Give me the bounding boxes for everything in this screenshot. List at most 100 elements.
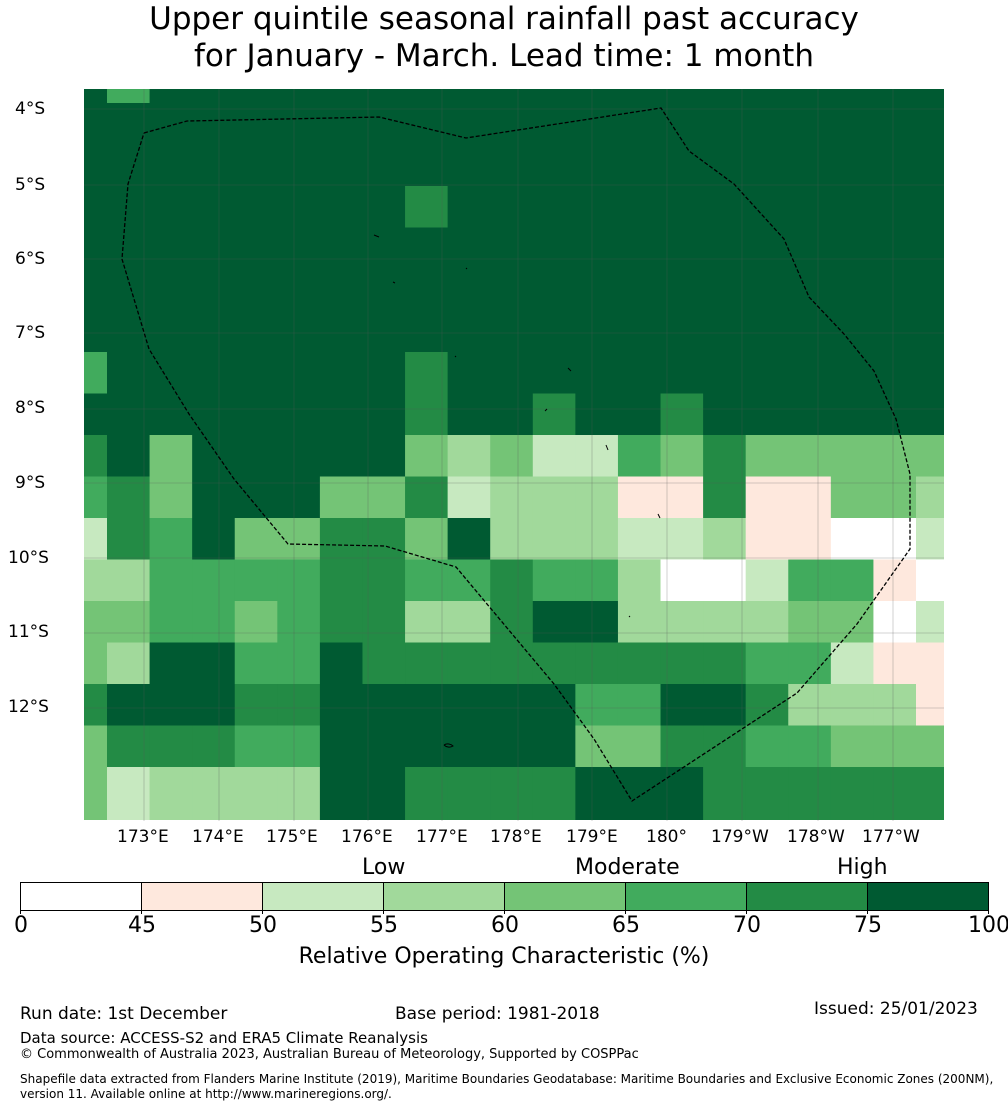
grid-cell [575,89,619,104]
grid-cell [916,559,944,602]
grid-cell [745,227,789,270]
lat-label: 4°S [15,99,46,119]
grid-cell [532,186,576,228]
grid-cell [319,559,363,602]
islands [373,234,661,748]
grid-cell [277,227,321,270]
grid-cell [234,435,278,477]
grid-cell [234,559,278,602]
colorbar-tick: 100 [968,913,1008,938]
grid-cell [660,435,704,477]
grid-cell [788,518,832,560]
grid-cell [575,684,619,726]
grid-cell [362,310,406,353]
grid-cell [277,186,321,228]
grid-cell [490,269,534,311]
grid-cell [319,352,363,394]
grid-cell [916,476,944,519]
grid-cell [745,103,789,145]
grid-cell [532,476,576,519]
grid-cell [362,103,406,145]
grid-cell [660,642,704,685]
grid-cell [319,725,363,768]
grid-cell [830,642,874,685]
grid-cell [532,393,576,436]
grid-cell [319,518,363,560]
grid-cell [916,227,944,270]
grid-cell [788,186,832,228]
grid-cell [490,435,534,477]
grid-cell [830,352,874,394]
lon-label: 174°E [192,827,244,847]
grid-cell [490,352,534,394]
grid-cell [490,186,534,228]
grid-cell [319,767,363,820]
grid-cell [490,767,534,820]
grid-cell [873,269,917,311]
grid-cell [234,186,278,228]
grid-cell [575,186,619,228]
grid-cell [277,767,321,820]
grid-cell [617,352,662,394]
grid-cell [830,684,874,726]
grid-cell [234,393,278,436]
eez-boundary [121,107,911,802]
grid-cell [319,642,363,685]
graticule [84,89,944,821]
grid-cell [107,227,151,270]
grid-cell [107,725,151,768]
grid-cell [149,393,193,436]
grid-cell [617,518,662,560]
grid-cell [830,310,874,353]
grid-cell [575,352,619,394]
grid-cell [362,725,406,768]
grid-cell [447,310,491,353]
grid-cell [873,393,917,436]
grid-cell [277,269,321,311]
grid-cell [703,269,747,311]
grid-cell [532,518,576,560]
grid-cell [319,89,363,104]
grid-cell [107,767,151,820]
grid-cell [745,310,789,353]
data-source: Data source: ACCESS-S2 and ERA5 Climate … [20,1029,428,1047]
grid-cell [575,227,619,270]
colorbar-tick: 65 [612,913,640,938]
grid-cell [405,393,449,436]
grid-cell [830,144,874,187]
grid-cell [234,725,278,768]
grid-cell [447,725,491,768]
grid-cell [788,559,832,602]
grid-cell [405,435,449,477]
lon-label: 176°E [341,827,393,847]
grid-cell [84,310,108,353]
grid-cell [575,310,619,353]
grid-cell [107,435,151,477]
grid-cell [490,89,534,104]
grid-cell [84,144,108,187]
issued-date: Issued: 25/01/2023 [814,999,978,1019]
grid-cell [660,227,704,270]
grid-cell [362,393,406,436]
grid-cell [447,476,491,519]
grid-cell [745,269,789,311]
grid-cell [192,144,236,187]
grid-cell [916,393,944,436]
grid-cell [447,435,491,477]
grid-cell [192,435,236,477]
grid-cell [362,767,406,820]
grid-cell [192,767,236,820]
grid-cell [617,725,662,768]
grid-cell [830,269,874,311]
grid-cell [788,310,832,353]
grid-cell [703,476,747,519]
grid-cell [830,89,874,104]
grid-cell [532,642,576,685]
grid-cell [447,186,491,228]
grid-cell [873,476,917,519]
grid-cell [234,767,278,820]
grid-cell [575,269,619,311]
grid-cell [319,144,363,187]
grid-cell [277,559,321,602]
colorbar-tick: 70 [733,913,761,938]
